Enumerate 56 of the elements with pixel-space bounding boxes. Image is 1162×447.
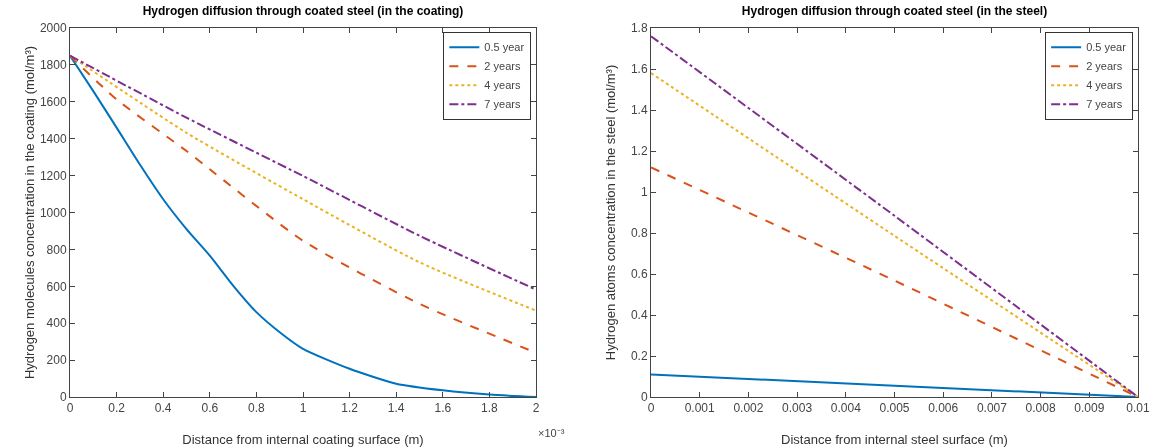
x-tick-label: 0.01 <box>1126 401 1150 416</box>
y-tick-label: 1.2 <box>630 144 648 159</box>
legend-label: 0.5 year <box>1086 41 1127 54</box>
legend-label: 0.5 year <box>484 41 525 54</box>
x-tick-label: 1 <box>299 401 307 416</box>
x-tick-label: 0.2 <box>108 401 126 416</box>
x-tick-label: 0.4 <box>154 401 172 416</box>
x-tick-label: 0.006 <box>928 401 959 416</box>
legend-label: 4 years <box>1086 79 1123 92</box>
x-tick-label: 0.009 <box>1074 401 1105 416</box>
y-tick-label: 0.6 <box>630 267 648 282</box>
x-tick-label: 0.007 <box>976 401 1008 416</box>
y-tick-label: 600 <box>46 279 67 294</box>
y-tick-label: 1200 <box>39 168 67 183</box>
x-axis-title: Distance from internal coating surface (m) <box>182 432 424 447</box>
y-tick-label: 0 <box>59 390 67 405</box>
y-tick-label: 1.6 <box>630 62 648 77</box>
y-tick-label: 800 <box>46 242 67 257</box>
y-tick-label: 1 <box>640 185 648 200</box>
y-tick-label: 2000 <box>39 21 67 36</box>
legend-label: 2 years <box>484 60 521 73</box>
y-tick-label: 1600 <box>39 95 67 109</box>
x-tick-label: 1.4 <box>387 401 405 416</box>
x-tick-label: 0.8 <box>248 401 266 416</box>
x-tick-label: 0.008 <box>1025 401 1056 416</box>
y-axis-title: Hydrogen molecules concentration in the coating (mol/m³) <box>22 45 37 380</box>
y-tick-label: 0 <box>640 390 648 405</box>
y-tick-label: 0.4 <box>630 308 648 323</box>
x-tick-label: 2 <box>532 401 540 416</box>
y-tick-label: 1400 <box>39 131 67 146</box>
legend-label: 2 years <box>1086 60 1123 73</box>
legend-label: 7 years <box>484 98 521 111</box>
x-tick-label: 0.003 <box>782 401 813 416</box>
y-tick-label: 400 <box>46 316 67 331</box>
y-axis-title: Hydrogen atoms concentration in the steel (mol/m³) <box>603 64 618 361</box>
legend-label: 4 years <box>484 79 521 92</box>
y-tick-label: 0.8 <box>630 226 648 241</box>
y-tick-label: 200 <box>46 353 67 368</box>
y-tick-label: 1800 <box>39 58 67 73</box>
x-tick-label: 1.6 <box>434 401 452 416</box>
x-tick-label: 0.005 <box>879 401 910 416</box>
y-tick-label: 1.8 <box>630 21 648 36</box>
x-tick-label: 0.002 <box>733 401 764 416</box>
y-tick-label: 1000 <box>39 205 67 220</box>
x-tick-label: 0.6 <box>201 401 219 416</box>
chart-title: Hydrogen diffusion through coated steel (in the steel) <box>741 4 1048 19</box>
x-tick-label: 1.2 <box>341 401 359 416</box>
y-tick-label: 1.4 <box>630 103 648 118</box>
text: ×10⁻³ <box>538 427 565 439</box>
y-tick-label: 0.2 <box>630 349 648 364</box>
x-axis-title: Distance from internal steel surface (m) <box>781 432 1008 447</box>
x-tick-label: 0.001 <box>684 401 716 416</box>
chart-title: Hydrogen diffusion through coated steel (in the coating) <box>142 4 464 19</box>
x-tick-label: 0.004 <box>830 401 862 416</box>
x-tick-label: 1.8 <box>481 401 499 416</box>
legend-label: 7 years <box>1086 98 1123 111</box>
